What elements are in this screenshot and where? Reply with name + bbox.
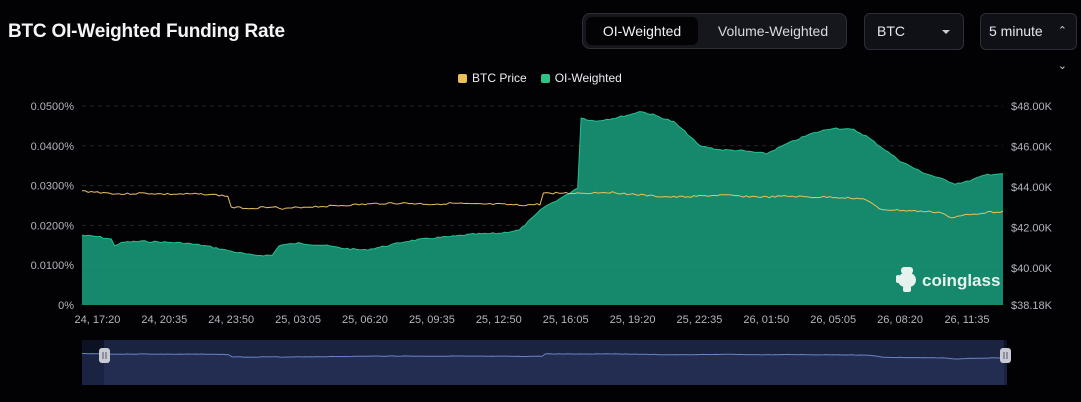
x-tick-label: 25, 22:35 [676,314,722,326]
x-tick-label: 25, 16:05 [543,314,589,326]
weighting-toggle: OI-Weighted Volume-Weighted [582,13,847,49]
x-tick-label: 25, 12:50 [476,314,522,326]
y-right-tick-label: $38.18K [1011,300,1053,312]
x-tick-label: 25, 19:20 [610,314,656,326]
y-axis-left: 0% 0.0100% 0.0200% 0.0300% 0.0400% 0.0500% [31,101,75,312]
coin-select-value: BTC [877,23,905,39]
y-right-tick-label: $44.00K [1011,182,1053,194]
y-right-tick-label: $46.00K [1011,142,1053,154]
y-left-tick-label: 0.0100% [31,260,75,272]
tab-oi-weighted[interactable]: OI-Weighted [586,17,698,45]
y-left-tick-label: 0.0200% [31,220,75,232]
y-left-tick-label: 0.0400% [31,141,75,153]
legend-label-oi-weighted: OI-Weighted [554,71,622,85]
x-tick-label: 25, 06:20 [342,314,388,326]
y-left-tick-label: 0.0300% [31,181,75,193]
x-axis: 24, 17:20 24, 20:35 24, 23:50 25, 03:05 25, … [74,314,989,326]
y-right-tick-label: $42.00K [1011,223,1053,235]
x-tick-label: 26, 01:50 [743,314,789,326]
legend-swatch-oi-weighted [540,73,550,83]
legend-item-btc-price[interactable]: BTC Price [458,71,527,85]
coin-select[interactable]: BTC [864,13,964,50]
chevron-down-icon [942,30,950,34]
x-tick-label: 24, 23:50 [208,314,254,326]
x-tick-label: 24, 17:20 [74,314,120,326]
y-left-tick-label: 0.0500% [31,101,75,113]
navigator-right-handle[interactable] [1000,348,1011,363]
x-tick-label: 25, 09:35 [409,314,455,326]
watermark-text: coinglass [922,271,1000,290]
x-tick-label: 24, 20:35 [141,314,187,326]
navigator-price-area [82,353,1007,385]
y-axis-right: $38.18K $40.00K $42.00K $44.00K $46.00K $48.0… [1011,101,1053,312]
y-left-tick-label: 0% [58,300,74,312]
navigator-price-line [82,353,1008,360]
page-title: BTC OI-Weighted Funding Rate [8,21,285,42]
x-tick-label: 26, 05:05 [810,314,856,326]
oi-weighted-area [82,111,1003,305]
navigator-left-handle[interactable] [99,348,110,363]
chart-legend: BTC Price OI-Weighted [458,71,622,85]
x-tick-label: 26, 08:20 [877,314,923,326]
navigator-selection[interactable] [104,340,1004,385]
legend-item-oi-weighted[interactable]: OI-Weighted [540,71,622,85]
navigator[interactable] [82,340,1011,385]
legend-label-btc-price: BTC Price [472,71,527,85]
x-tick-label: 25, 03:05 [275,314,321,326]
up-down-chevron-icon: ⌃ ⌄ [1057,25,1067,72]
oi-weighted-line [81,111,1004,257]
coinglass-watermark: coinglass [896,267,1000,292]
interval-select[interactable]: 5 minute ⌃ ⌄ [980,13,1077,72]
y-right-tick-label: $48.00K [1011,101,1053,113]
btc-price-line [82,190,1004,219]
tab-volume-weighted[interactable]: Volume-Weighted [717,23,829,39]
y-right-tick-label: $40.00K [1011,263,1053,275]
coinglass-logo-icon [896,267,916,292]
interval-select-value: 5 minute [989,23,1043,39]
x-tick-label: 26, 11:35 [944,314,989,326]
legend-swatch-btc-price [458,73,467,83]
